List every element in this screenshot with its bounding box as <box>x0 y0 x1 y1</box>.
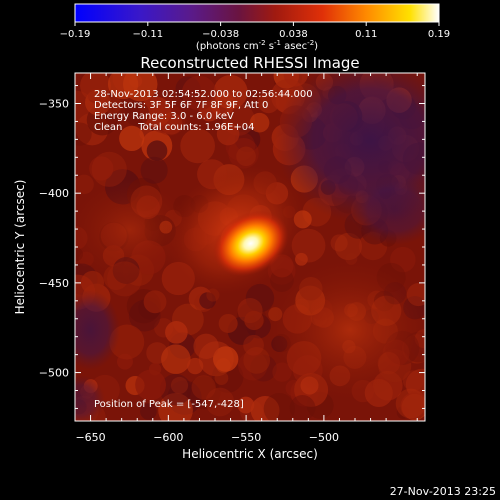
dark-region-left <box>75 290 120 370</box>
texture-blob <box>212 346 239 372</box>
colorbar-tick-label: 0.19 <box>428 29 450 40</box>
texture-blob <box>390 246 416 273</box>
texture-blob <box>159 112 183 135</box>
texture-blob <box>218 313 238 334</box>
texture-blob <box>330 234 348 252</box>
footer-timestamp: 27-Nov-2013 23:25 <box>389 485 496 498</box>
texture-blob <box>135 369 166 401</box>
texture-blob <box>245 283 275 313</box>
texture-blob <box>243 334 264 356</box>
texture-blob <box>295 252 308 266</box>
colorbar: −0.19 −0.11 −0.038 0.038 0.11 0.19 (photons c… <box>60 3 450 52</box>
texture-blob <box>199 292 216 309</box>
texture-blob <box>165 321 188 344</box>
texture-blob <box>180 128 215 164</box>
texture-blob <box>214 371 229 386</box>
annotation-time-range: 28-Nov-2013 02:54:52.000 to 02:56:44.000 <box>94 89 313 100</box>
colorbar-tick-label: 0.11 <box>355 29 377 40</box>
heatmap-image <box>75 73 425 421</box>
x-tick-label: −600 <box>153 431 183 444</box>
texture-blob <box>210 91 235 117</box>
texture-blob <box>216 122 240 146</box>
colorbar-units: (photons cm-2 s-1 asec-2) <box>196 39 318 52</box>
x-axis-label: Heliocentric X (arcsec) <box>182 447 318 461</box>
texture-blob <box>237 396 255 414</box>
colorbar-tick-label: −0.11 <box>132 29 163 40</box>
texture-blob <box>395 388 425 419</box>
texture-blob <box>186 357 204 375</box>
warm-region-lower-right <box>270 260 425 400</box>
x-axis: −650 −600 −550 −500 <box>75 73 418 444</box>
chart-title: Reconstructed RHESSI Image <box>140 54 359 72</box>
texture-blob <box>124 101 150 126</box>
dark-region-lower-left <box>75 375 105 421</box>
dark-region-upper-right-2 <box>350 175 425 245</box>
texture-blob <box>91 151 127 187</box>
texture-blob <box>181 75 217 111</box>
x-tick-label: −650 <box>75 431 105 444</box>
colorbar-tick-label: −0.19 <box>60 29 91 40</box>
texture-blob <box>400 392 425 420</box>
texture-blob <box>334 232 363 261</box>
colorbar-frame <box>74 3 440 23</box>
x-tick-label: −500 <box>309 431 339 444</box>
annotation-energy-range: Energy Range: 3.0 - 6.0 keV <box>94 111 234 122</box>
texture-blob <box>243 346 271 374</box>
colorbar-tick-labels: −0.19 −0.11 −0.038 0.038 0.11 0.19 <box>60 22 450 40</box>
texture-blob <box>250 396 280 421</box>
texture-blob <box>289 395 316 421</box>
texture-blob <box>193 333 219 360</box>
annotation-detectors: Detectors: 3F 5F 6F 7F 8F 9F, Att 0 <box>94 100 268 111</box>
peak-position-label: Position of Peak = [-547,-428] <box>94 399 244 410</box>
texture-blob <box>236 146 256 167</box>
texture-blob <box>234 126 261 153</box>
colorbar-gradient <box>75 4 439 22</box>
colorbar-tick-label: −0.038 <box>202 29 239 40</box>
texture-blob <box>405 368 425 401</box>
y-tick-label: −500 <box>39 367 69 380</box>
texture-blob <box>249 112 270 133</box>
texture-blob <box>75 174 94 195</box>
texture-blob <box>140 156 168 184</box>
x-tick-label: −550 <box>231 431 261 444</box>
y-tick-label: −350 <box>39 97 69 110</box>
texture-blob <box>89 156 114 181</box>
texture-blob <box>143 290 167 314</box>
texture-blob <box>215 358 231 373</box>
texture-blob <box>244 310 264 331</box>
texture-blob <box>205 387 235 417</box>
texture-blob <box>80 73 111 102</box>
y-tick-label: −450 <box>39 277 69 290</box>
texture-blob <box>119 125 145 152</box>
y-axis: −350 −400 −450 −500 <box>39 85 425 409</box>
texture-blob <box>159 373 192 406</box>
texture-blob <box>146 140 168 162</box>
texture-blob <box>107 73 139 100</box>
y-axis-label: Heliocentric Y (arcsec) <box>13 180 27 315</box>
annotation-block: 28-Nov-2013 02:54:52.000 to 02:56:44.000… <box>94 89 313 133</box>
texture-blob <box>191 375 216 400</box>
texture-blob <box>75 122 92 146</box>
y-tick-label: −400 <box>39 187 69 200</box>
texture-blob <box>140 403 157 420</box>
texture-blob <box>263 393 295 421</box>
warm-region-left <box>75 180 190 280</box>
flare-peak <box>213 210 289 277</box>
texture-blob <box>103 96 122 114</box>
colorbar-tick-label: 0.038 <box>279 29 308 40</box>
texture-blob <box>161 344 191 374</box>
annotation-clean-counts: Clean Total counts: 1.96E+04 <box>94 122 254 133</box>
